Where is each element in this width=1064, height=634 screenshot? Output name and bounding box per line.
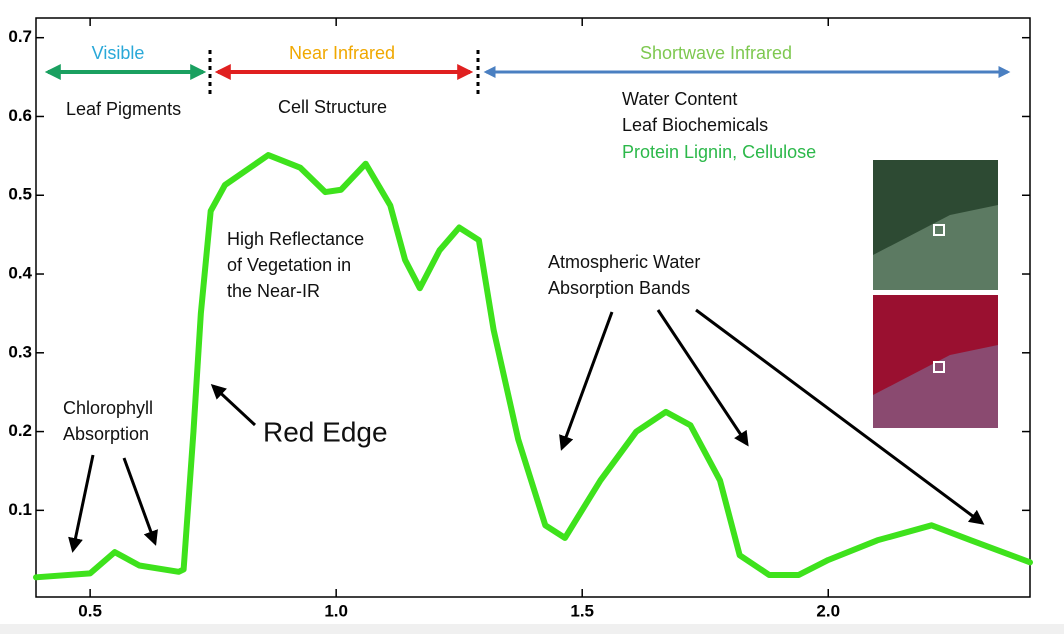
y-tick-label: 0.2 <box>8 421 32 440</box>
y-tick-label: 0.7 <box>8 27 32 46</box>
annotation: Chlorophyll <box>63 398 153 418</box>
annotation: Leaf Pigments <box>66 99 181 119</box>
x-tick-label: 0.5 <box>78 601 102 620</box>
annotation: the Near-IR <box>227 281 320 301</box>
thumbnail-field <box>873 345 998 428</box>
y-tick-label: 0.1 <box>8 500 32 519</box>
thumbnail-marker <box>933 224 945 236</box>
pointer-arrows <box>68 308 985 553</box>
y-tick-label: 0.6 <box>8 106 32 125</box>
region-label: Near Infrared <box>289 43 395 63</box>
annotation: of Vegetation in <box>227 255 351 275</box>
y-tick-label: 0.5 <box>8 185 32 204</box>
annotation: Leaf Biochemicals <box>622 115 768 135</box>
annotation: Cell Structure <box>278 97 387 117</box>
annotation: Protein Lignin, Cellulose <box>622 142 816 162</box>
x-tick-label: 2.0 <box>816 601 840 620</box>
region-label: Visible <box>92 43 145 63</box>
annotation: Atmospheric Water <box>548 252 700 272</box>
region-label: Shortwave Infrared <box>640 43 792 63</box>
reflectance-curve <box>33 152 1033 581</box>
annotation: Absorption <box>63 424 149 444</box>
y-tick-label: 0.4 <box>8 264 32 283</box>
y-tick-label: 0.3 <box>8 342 32 361</box>
thumbnail-field <box>873 205 998 290</box>
x-tick-label: 1.5 <box>570 601 594 620</box>
annotation: Red Edge <box>263 416 388 447</box>
bottom-band <box>0 624 1064 634</box>
annotation: Water Content <box>622 89 737 109</box>
thumbnail-marker <box>933 361 945 373</box>
annotation: Absorption Bands <box>548 278 690 298</box>
x-tick-label: 1.0 <box>324 601 348 620</box>
plot-frame <box>35 17 1031 598</box>
annotation: High Reflectance <box>227 229 364 249</box>
